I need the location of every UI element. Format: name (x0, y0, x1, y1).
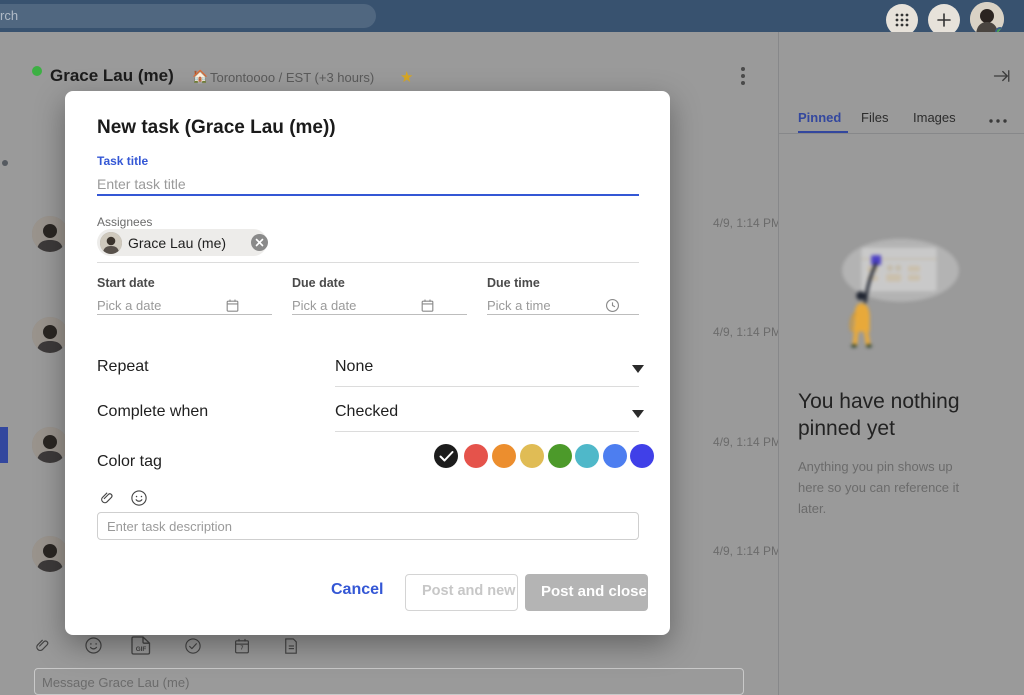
svg-text:7: 7 (241, 645, 244, 651)
svg-text:GIF: GIF (136, 646, 147, 653)
